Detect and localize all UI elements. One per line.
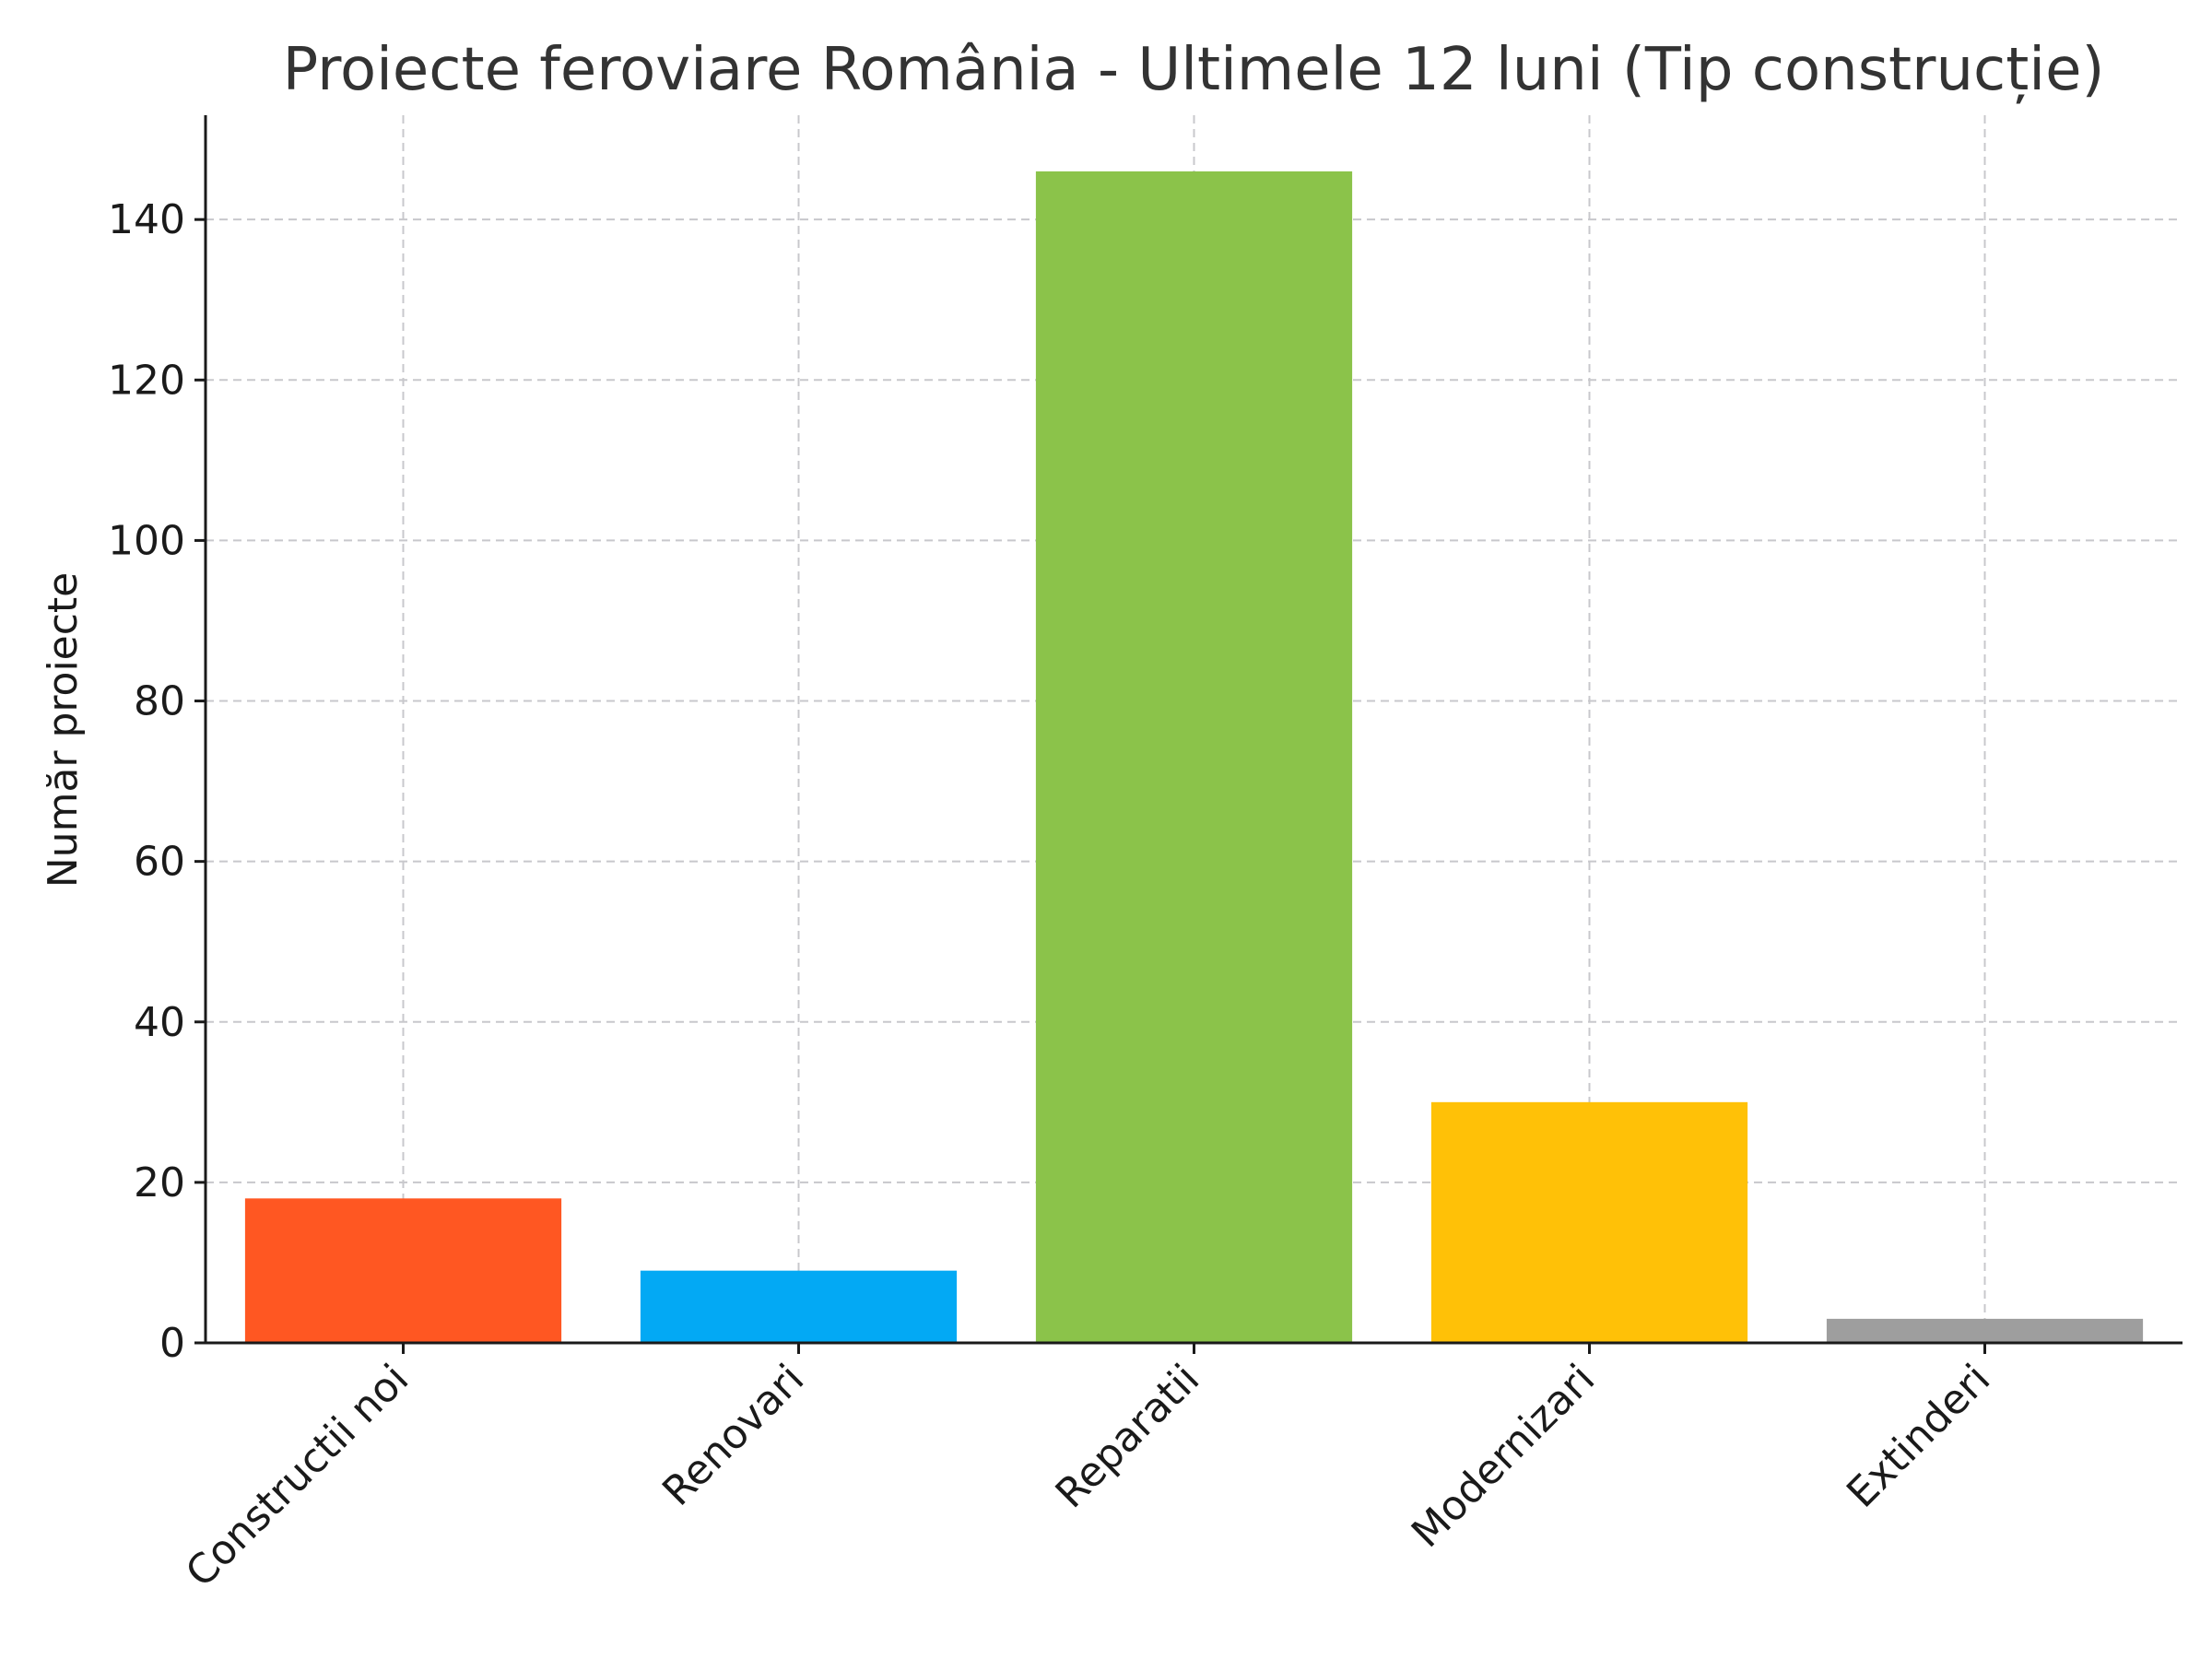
y-tick-label: 140 [108,196,185,243]
x-tick-label: Extinderi [1838,1356,1999,1517]
x-tick-label: Reparatii [1047,1356,1209,1518]
y-tick-label: 40 [134,999,185,1046]
x-tick-label: Renovari [653,1356,813,1515]
y-tick-label: 60 [134,839,185,886]
bar-extinderi [1826,1318,2144,1343]
x-tick-label: Modernizari [1403,1356,1604,1557]
x-tick-label: Constructii noi [177,1356,418,1596]
y-tick-label: 100 [108,517,185,564]
y-tick-label: 20 [134,1159,185,1206]
bar-reparatii [1035,171,1353,1344]
bar-modernizari [1430,1101,1748,1343]
y-axis-label: Număr proiecte [40,572,87,888]
chart-title: Proiecte feroviare România - Ultimele 12… [283,36,2105,104]
bar-constructii-noi [244,1198,562,1343]
y-tick-label: 80 [134,678,185,725]
y-tick-label: 0 [159,1320,185,1367]
bar-renovari [640,1270,958,1343]
bars-layer [244,171,2144,1344]
y-tick-label: 120 [108,357,185,404]
